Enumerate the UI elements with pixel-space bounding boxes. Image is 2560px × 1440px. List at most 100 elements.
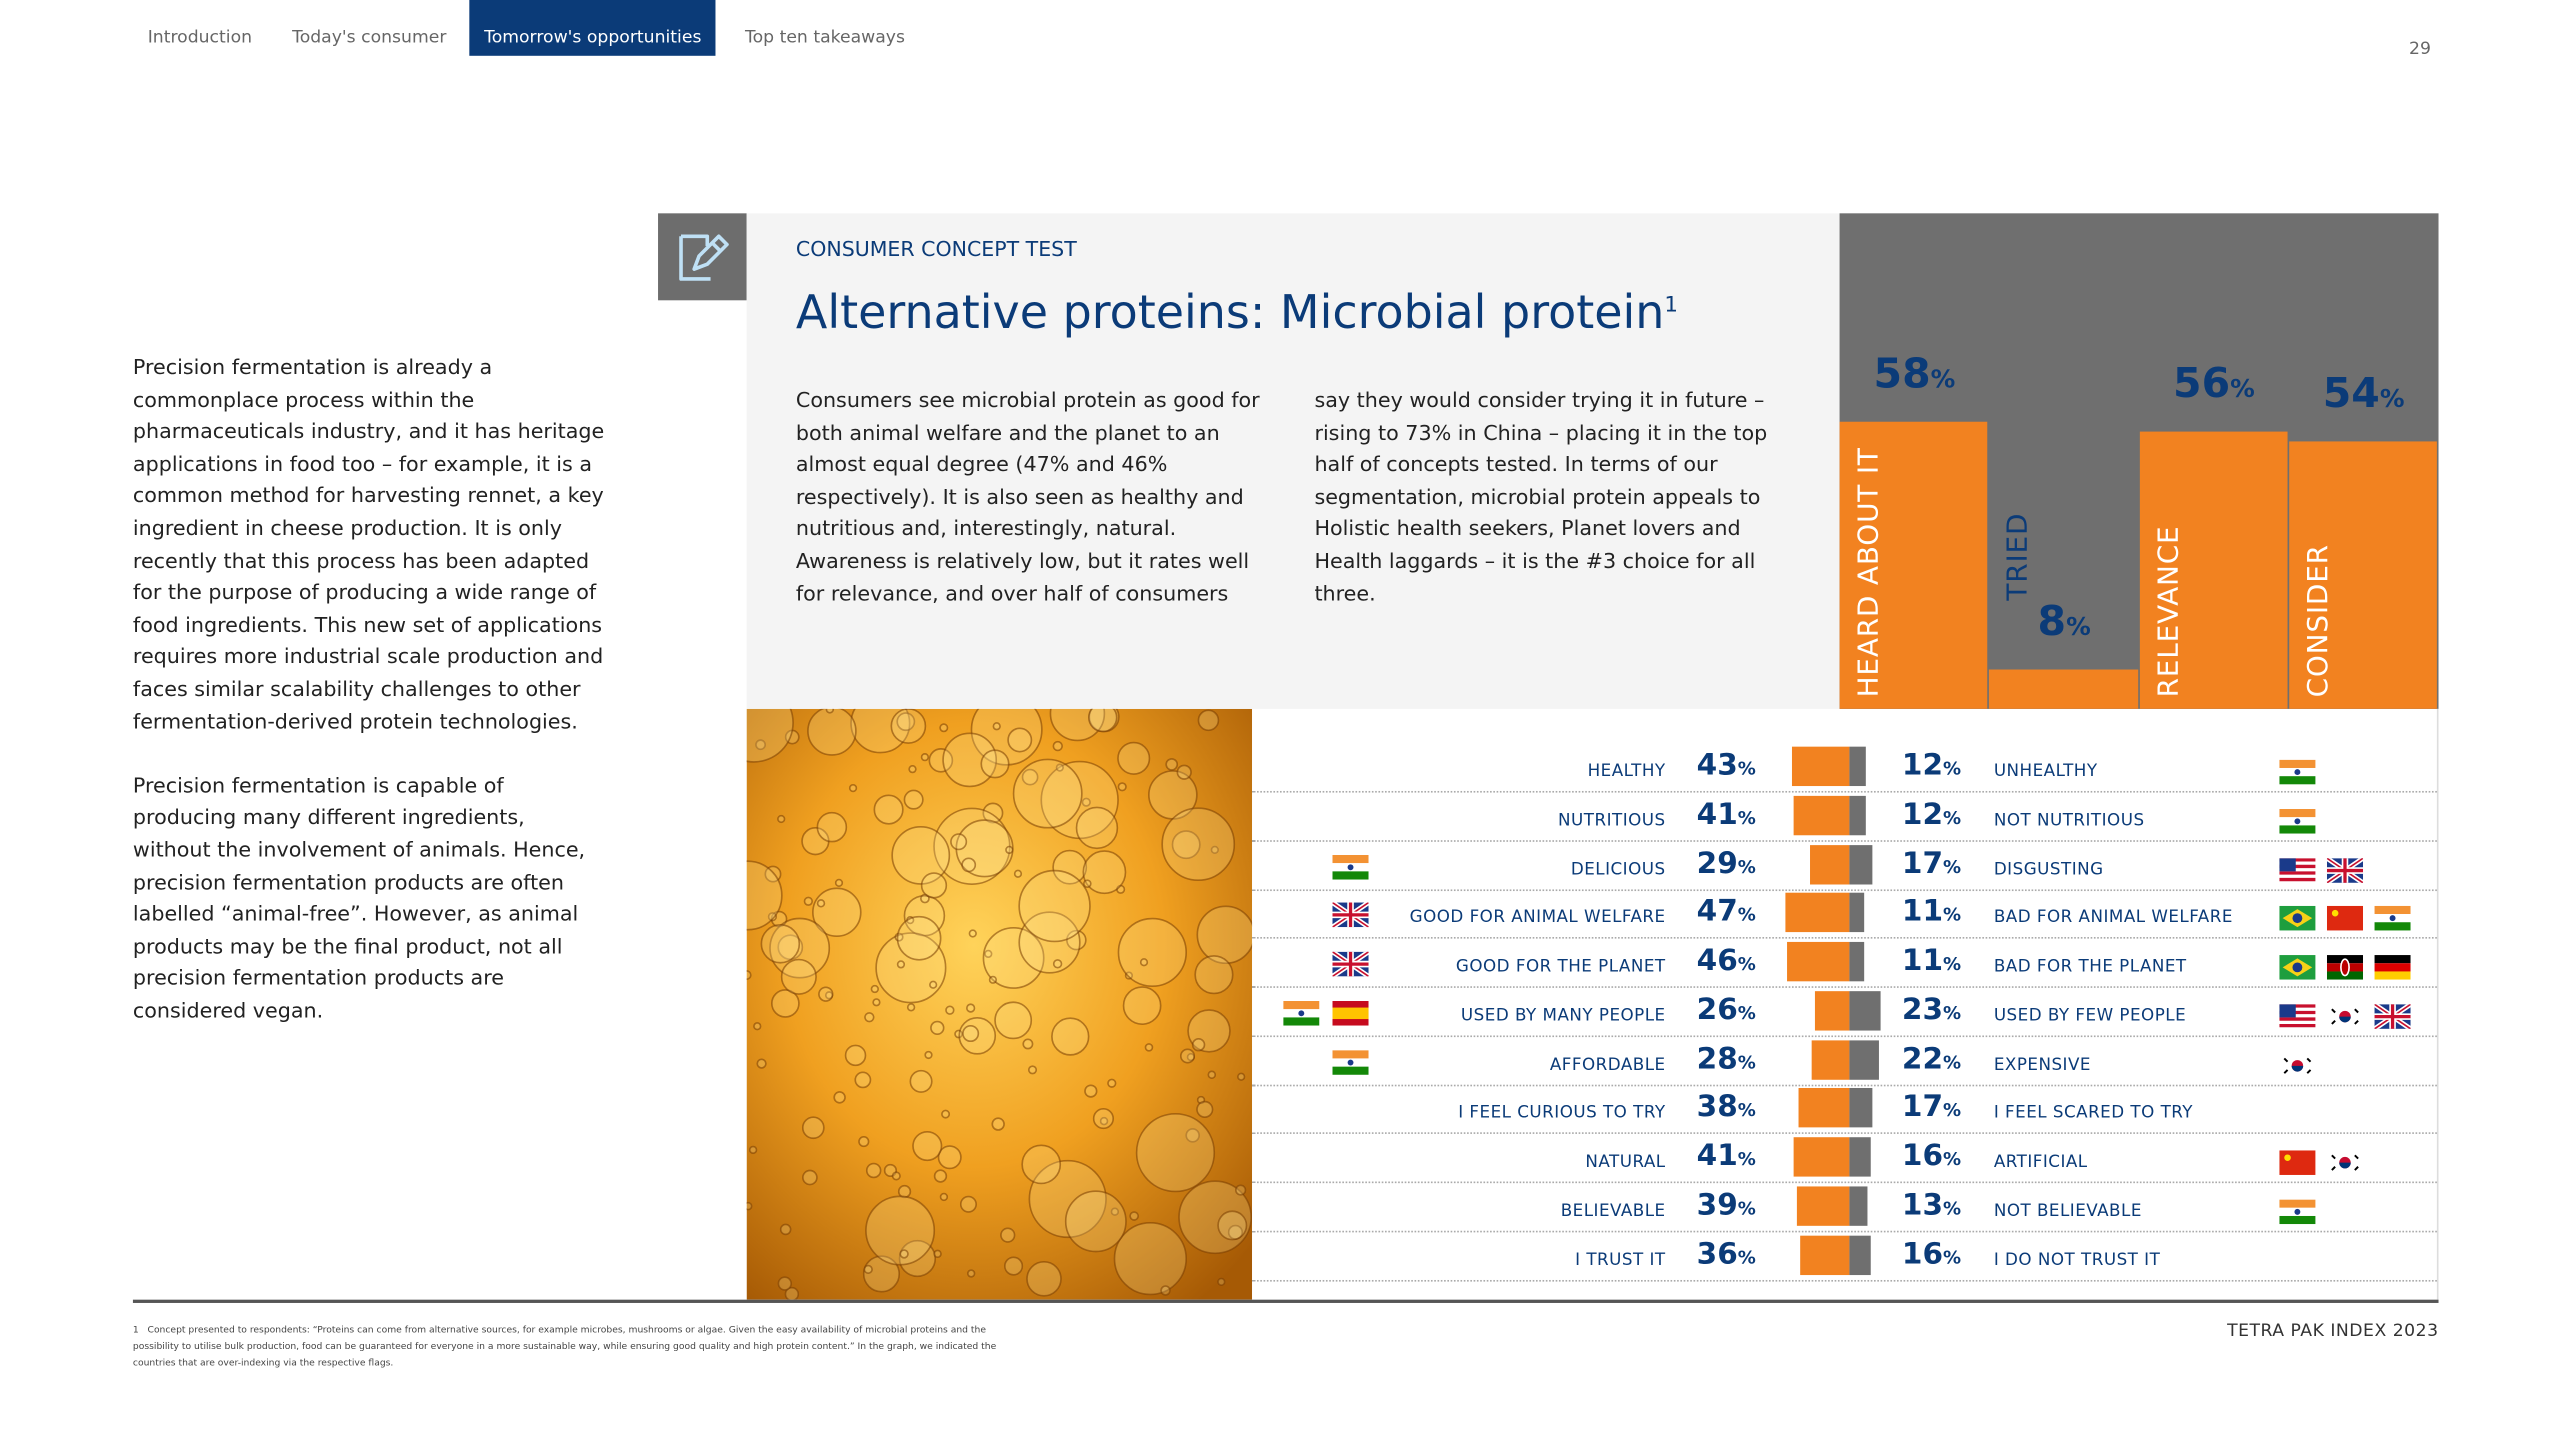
bubble	[872, 998, 881, 1007]
icon-svg	[679, 234, 729, 281]
flag	[1283, 1000, 1320, 1026]
footnote-marker: 1	[132, 1325, 139, 1336]
value-number: 12	[1901, 797, 1944, 832]
positive-value: 26%	[1697, 992, 1756, 1026]
bubble	[746, 708, 794, 763]
bubble	[1139, 958, 1149, 967]
bubble	[1194, 955, 1234, 995]
bubble	[891, 825, 951, 885]
unit: %	[1943, 1051, 1962, 1073]
bubble	[906, 1003, 916, 1012]
footnote-text: Concept presented to respondents: “Prote…	[132, 1325, 997, 1369]
flag-svg	[2326, 1150, 2364, 1175]
bubble	[1052, 849, 1088, 885]
flag	[1331, 949, 1370, 979]
bubble	[862, 1255, 901, 1293]
value-number: 16	[1901, 1138, 1944, 1174]
flag-svg	[2279, 857, 2316, 883]
value-number: 11	[1901, 943, 1944, 979]
bubble	[1161, 807, 1236, 882]
bubble	[1110, 1207, 1120, 1216]
row-divider	[1252, 986, 2437, 988]
positive-value: 46%	[1697, 944, 1756, 978]
negative-bar	[1849, 1088, 1873, 1128]
negative-value: 11%	[1902, 895, 1961, 929]
unit: %	[1737, 953, 1756, 975]
bubble	[746, 970, 752, 981]
bubble	[771, 989, 800, 1018]
bubble	[929, 980, 938, 989]
funnel-value-number: 58	[1873, 349, 1931, 397]
bubble	[1026, 1261, 1062, 1297]
funnel-value-number: 56	[2173, 359, 2231, 407]
bubble	[1165, 758, 1179, 771]
value-number: 26	[1696, 992, 1738, 1027]
bubble	[924, 1050, 933, 1060]
flag-svg	[1331, 900, 1370, 930]
flag	[1332, 854, 1369, 879]
negative-bar	[1849, 844, 1873, 884]
flag-svg	[2279, 955, 2316, 980]
positive-bar	[1786, 893, 1850, 933]
bubble	[1004, 1256, 1024, 1276]
bubble	[1178, 1180, 1252, 1255]
flag-svg	[1332, 1049, 1369, 1075]
bubble	[865, 1162, 882, 1179]
positive-value: 47%	[1697, 895, 1756, 929]
positive-bar	[1811, 1039, 1850, 1079]
negative-bar	[1849, 990, 1881, 1031]
nav-tab[interactable]: Introduction	[147, 27, 253, 48]
unit: %	[1737, 806, 1756, 829]
flag-svg	[2279, 906, 2316, 931]
unit: %	[1943, 904, 1962, 926]
bubble	[825, 708, 835, 714]
unit: %	[1737, 1246, 1756, 1268]
positive-label: GOOD FOR THE PLANET	[1455, 958, 1666, 977]
nav-tab[interactable]: Tomorrow's opportunities	[469, 0, 717, 56]
body-column: Consumers see microbial protein as good …	[795, 387, 1260, 605]
positive-value: 29%	[1697, 846, 1756, 880]
sidebar-paragraph: Precision fermentation is capable of pro…	[132, 772, 586, 1023]
funnel-value: 8%	[1989, 597, 2139, 645]
flag-svg	[2325, 855, 2365, 885]
value-number: 28	[1696, 1041, 1738, 1076]
unit: %	[1943, 758, 1962, 780]
flag	[1332, 1000, 1369, 1026]
positive-label: I TRUST IT	[1575, 1251, 1666, 1270]
bubble	[1051, 1017, 1090, 1056]
nav-tab[interactable]: Today's consumer	[292, 27, 447, 48]
flag-svg	[1332, 1000, 1369, 1026]
unit: %	[1943, 953, 1962, 975]
positive-bar	[1796, 1186, 1850, 1226]
bubble	[1135, 1112, 1216, 1193]
nav-tab[interactable]: Top ten takeaways	[745, 27, 905, 48]
bubble	[984, 949, 993, 959]
row-divider	[1252, 790, 2437, 793]
funnel-label: CONSIDER	[2301, 544, 2335, 698]
bubble	[1187, 1009, 1231, 1053]
bubble	[1210, 845, 1219, 855]
bubble	[1197, 709, 1220, 732]
unit: %	[1737, 758, 1756, 780]
unit: %	[1943, 855, 1962, 878]
flag	[2279, 808, 2316, 834]
title-note: 1	[1664, 293, 1678, 318]
bubble	[908, 764, 917, 774]
bubble	[807, 708, 857, 756]
unit: %	[1737, 1002, 1756, 1024]
bubble	[1113, 1221, 1187, 1296]
bubble	[753, 1022, 762, 1031]
unit: %	[1943, 1099, 1962, 1122]
brand: TETRA PAK INDEX 2023	[2227, 1321, 2439, 1341]
value-number: 22	[1901, 1041, 1944, 1076]
value-number: 43	[1696, 748, 1738, 783]
negative-value: 12%	[1902, 797, 1961, 831]
bubble	[1180, 1048, 1196, 1064]
negative-label: USED BY FEW PEOPLE	[1993, 1007, 2187, 1026]
bubble	[1081, 797, 1091, 807]
flag-svg	[2326, 955, 2364, 980]
unit: %	[1737, 1051, 1756, 1073]
bubble	[1083, 879, 1092, 888]
value-number: 41	[1696, 1138, 1738, 1174]
